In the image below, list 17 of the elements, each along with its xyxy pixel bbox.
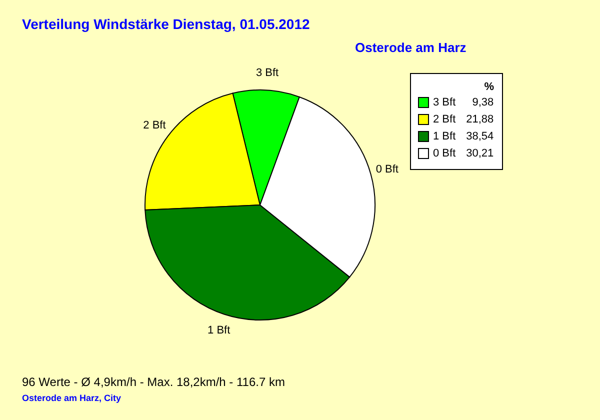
data-label: 30,21 (466, 148, 494, 160)
legend-label: 2 Bft (433, 114, 456, 126)
legend-label: 1 Bft (433, 130, 456, 142)
slice-label: 3 Bft (256, 67, 279, 80)
chart-title: Verteilung Windstärke Dienstag, 01.05.2012 (22, 16, 310, 32)
data-label: 9,38 (472, 96, 494, 108)
legend-label: 0 Bft (433, 148, 456, 160)
text: 96 Werte - Ø 4,9km/h - Max. 18,2km/h - 116.7 km (22, 375, 285, 389)
legend-title: % (484, 81, 494, 93)
data-label: 21,88 (466, 114, 494, 126)
slice-label: 1 Bft (208, 324, 230, 336)
slice-label: 0 Bft (376, 164, 398, 176)
slice-label: 2 Bft (143, 120, 166, 132)
data-label: 38,54 (466, 130, 494, 142)
legend-label: 3 Bft (433, 96, 456, 108)
chart-subtitle: Osterode am Harz (355, 40, 466, 55)
text: Osterode am Harz, City (22, 393, 122, 403)
